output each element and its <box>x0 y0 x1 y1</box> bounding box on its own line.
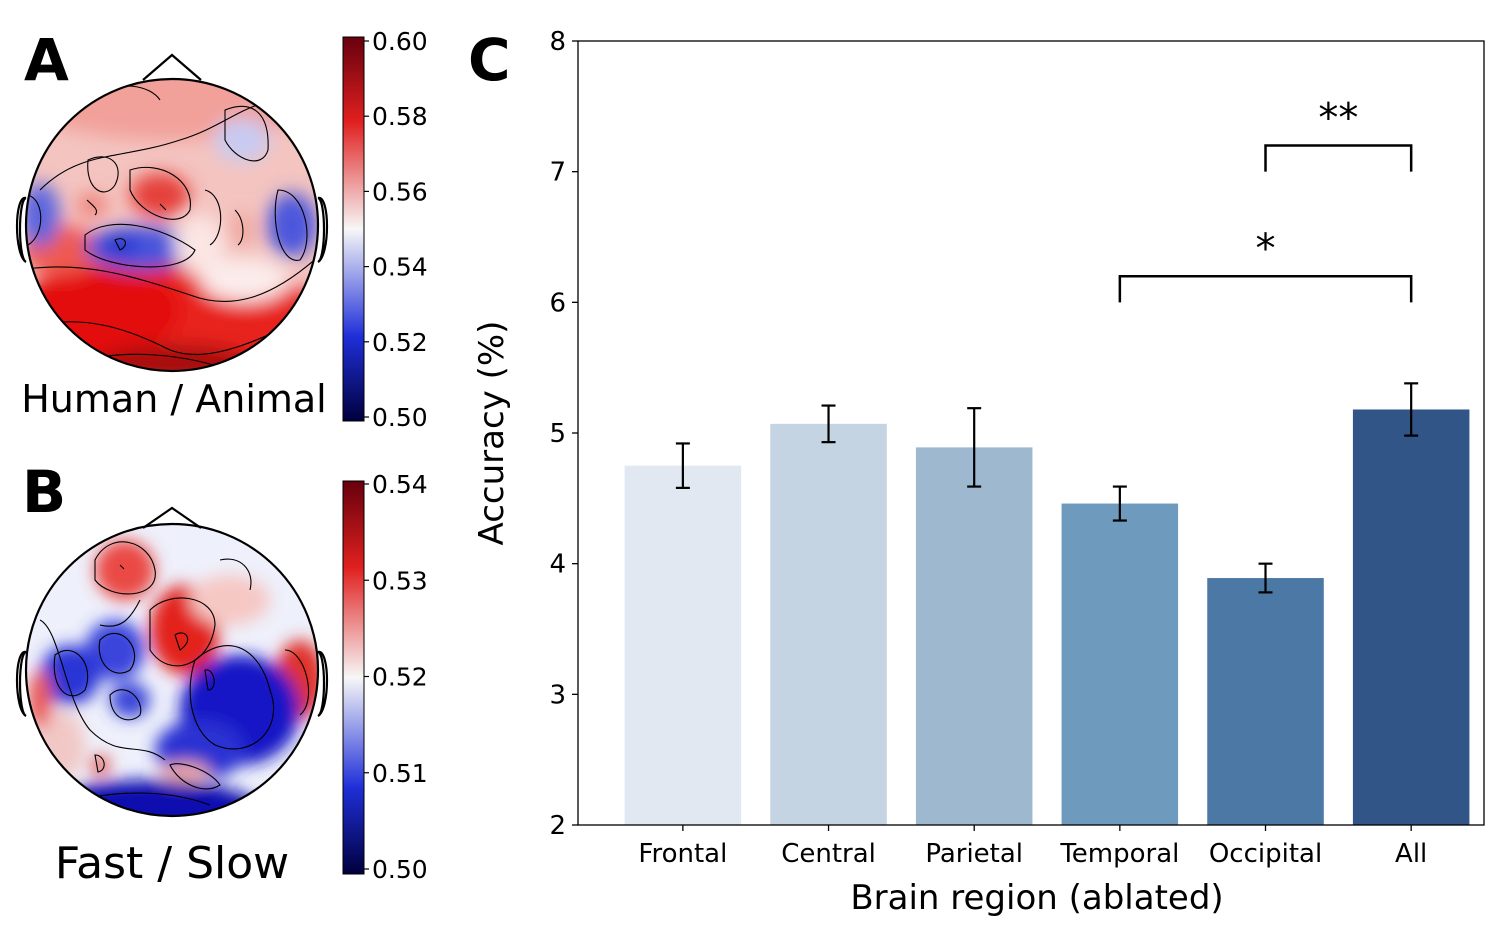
colorbar-tick-label: 0.56 <box>372 177 428 206</box>
colorbar-tick-label: 0.52 <box>372 663 428 692</box>
error-bar <box>1258 562 1273 594</box>
bar-temporal <box>1061 503 1179 825</box>
colorbar-tick-label: 0.54 <box>372 253 428 282</box>
map-label-b: Fast / Slow <box>55 838 289 889</box>
x-tick-label: Parietal <box>925 839 1023 869</box>
colorbar-tick-label: 0.50 <box>372 855 428 884</box>
topomap-b <box>15 506 329 818</box>
y-tick-label: 8 <box>549 27 566 57</box>
error-bar <box>1404 382 1419 437</box>
y-tick-label: 3 <box>549 680 566 710</box>
error-bar <box>675 442 690 489</box>
panel-c: C 2 3 4 5 6 7 8 Frontal Central Parietal Temporal… <box>468 26 1485 918</box>
map-label-a: Human / Animal <box>21 377 327 421</box>
error-bar <box>821 404 836 444</box>
significance-bracket: ** <box>1264 96 1413 172</box>
y-tick-label: 7 <box>549 158 566 188</box>
x-tick-label: All <box>1395 839 1427 869</box>
colorbar-b: 0.54 0.53 0.52 0.51 0.50 <box>342 470 428 884</box>
significance-label: * <box>1256 226 1276 272</box>
error-bar <box>967 407 982 488</box>
panel-a: A <box>15 26 428 432</box>
bar-chart: 2 3 4 5 6 7 8 Frontal Central Parietal Temporal Oc… <box>472 27 1485 918</box>
y-tick-label: 6 <box>549 288 566 318</box>
y-tick-label: 4 <box>549 550 566 580</box>
error-bar <box>1112 485 1127 522</box>
topomap-a <box>15 53 329 373</box>
x-axis-label: Brain region (ablated) <box>850 878 1223 918</box>
x-tick-label: Temporal <box>1059 839 1179 869</box>
y-tick-label: 5 <box>549 419 566 449</box>
bar-occipital <box>1207 578 1324 825</box>
colorbar-tick-label: 0.52 <box>372 328 428 357</box>
colorbar-a: 0.60 0.58 0.56 0.54 0.52 0.50 <box>342 27 428 432</box>
significance-label: ** <box>1318 96 1358 142</box>
panel-b: B <box>15 458 428 889</box>
panel-letter-a: A <box>24 26 69 94</box>
panel-letter-b: B <box>22 458 66 526</box>
colorbar-tick-label: 0.60 <box>372 27 428 56</box>
colorbar-tick-label: 0.51 <box>372 759 428 788</box>
colorbar-tick-label: 0.53 <box>372 566 428 595</box>
significance-bracket: * <box>1118 226 1413 303</box>
colorbar-tick-label: 0.54 <box>372 470 428 499</box>
bar-frontal <box>624 465 742 825</box>
bar-parietal <box>915 447 1033 825</box>
panel-letter-c: C <box>468 26 511 94</box>
colorbar-tick-label: 0.58 <box>372 102 428 131</box>
x-tick-label: Central <box>781 839 876 869</box>
y-tick-label: 2 <box>549 811 566 841</box>
x-tick-label: Occipital <box>1209 839 1322 869</box>
colorbar-tick-label: 0.50 <box>372 403 428 432</box>
bar-all <box>1352 409 1470 825</box>
bar-central <box>770 423 887 825</box>
x-tick-label: Frontal <box>638 839 727 869</box>
y-axis-label: Accuracy (%) <box>472 321 512 546</box>
